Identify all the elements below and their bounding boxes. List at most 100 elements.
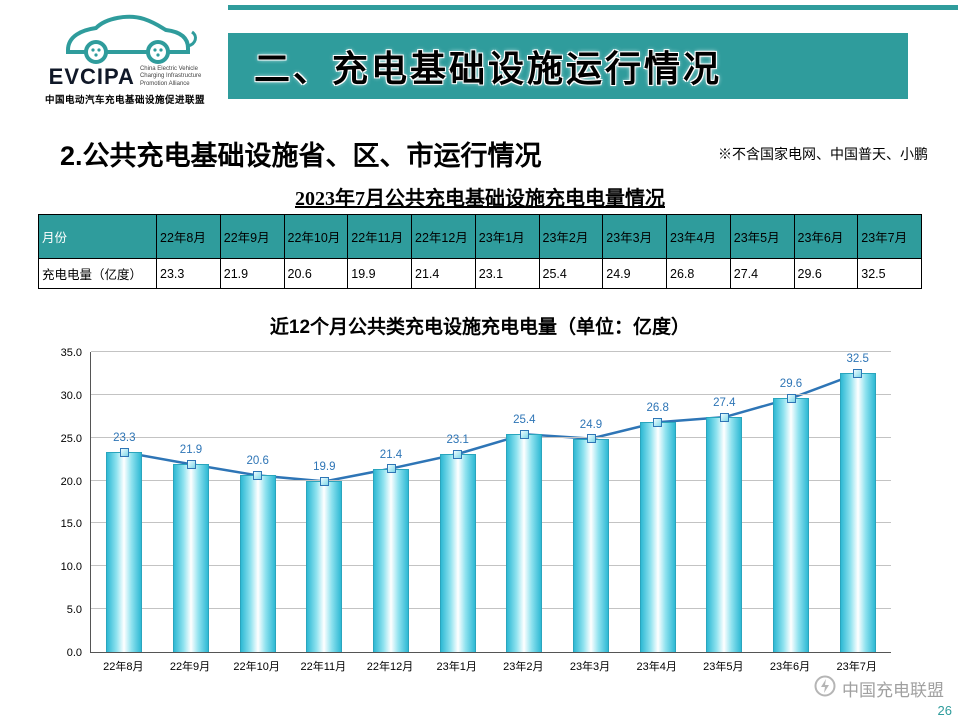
value-cell: 27.4: [729, 258, 795, 289]
line-marker: [853, 368, 863, 378]
x-tick-label: 22年10月: [233, 661, 280, 673]
chart: 0.0 5.0 10.0 15.0 20.0 25.0 30.0 35.0 23.3 21.9 2…: [42, 347, 902, 677]
bar: [439, 454, 476, 652]
table-title: 2023年7月公共充电基础设施充电电量情况: [295, 188, 665, 210]
month-cell: 22年12月: [411, 214, 476, 259]
chart-x-axis: 22年8月 22年9月 22年10月 22年11月 22年12月 23年1月 23年2月 23…: [90, 653, 890, 677]
bar: [506, 434, 543, 652]
month-cell: 22年8月: [156, 214, 221, 259]
x-tick-label: 23年6月: [769, 661, 811, 673]
y-tick-label: 20.0: [60, 475, 82, 488]
x-tick-label: 22年9月: [169, 661, 211, 673]
page-number: 26: [937, 703, 952, 718]
bar: [106, 452, 143, 652]
y-tick-label: 25.0: [60, 432, 82, 445]
value-cell: 26.8: [666, 258, 731, 289]
line-marker: [319, 476, 329, 486]
line-marker: [786, 393, 796, 403]
value-cell: 25.4: [538, 258, 604, 289]
value-cell: 23.1: [474, 258, 540, 289]
bar: [173, 464, 209, 652]
gridline: [91, 479, 891, 481]
top-accent-strip: [228, 5, 958, 10]
line-marker: [453, 449, 463, 459]
data-label: 23.1: [446, 434, 469, 446]
data-label: 24.9: [579, 418, 603, 431]
value-cell: 19.9: [347, 258, 412, 289]
value-cell: 32.5: [857, 258, 922, 289]
monthly-data-table: 月份 22年8月 22年9月 22年10月 22年11月 22年12月 23年1月 23年2…: [38, 214, 922, 289]
data-label: 25.4: [513, 414, 536, 427]
y-tick-label: 30.0: [60, 389, 82, 402]
chart-title: 近12个月公共类充电设施充电电量（单位：亿度）: [269, 317, 691, 338]
y-tick-label: 10.0: [60, 561, 82, 574]
chart-y-axis: 0.0 5.0 10.0 15.0 20.0 25.0 30.0 35.0: [42, 347, 90, 659]
x-tick-label: 23年5月: [703, 661, 744, 673]
data-label: 27.4: [713, 397, 736, 410]
value-cell: 29.6: [793, 258, 859, 289]
footer-watermark: 中国充电联盟: [814, 675, 944, 702]
x-tick-label: 22年11月: [300, 661, 347, 673]
data-label: 32.5: [846, 353, 869, 366]
month-cell: 23年5月: [729, 214, 795, 259]
x-tick-label: 22年12月: [366, 661, 414, 673]
chart-plot: 23.3 21.9 20.6 19.9 21.4 23.1 25.4 24.9 26.8 27.4…: [90, 351, 891, 653]
gridline: [91, 608, 891, 610]
value-cell: 24.9: [602, 258, 667, 289]
x-tick-label: 23年1月: [436, 661, 477, 673]
section-title: 二、充电基础设施运行情况: [254, 49, 723, 89]
value-cell: 21.9: [219, 258, 285, 289]
line-marker: [119, 447, 129, 457]
line-marker: [719, 412, 729, 422]
x-tick-label: 23年7月: [836, 661, 877, 673]
data-label: 21.4: [379, 448, 403, 461]
gridline: [91, 393, 891, 395]
bar: [373, 468, 409, 652]
y-tick-label: 35.0: [60, 347, 82, 359]
subtitle-row: 2.公共充电基础设施省、区、市运行情况 ※不含国家电网、中国普天、小鹏: [60, 134, 928, 173]
bar: [639, 422, 676, 652]
month-cell: 23年1月: [474, 214, 540, 259]
data-label: 29.6: [779, 378, 803, 391]
exclusion-note: ※不含国家电网、中国普天、小鹏: [718, 146, 928, 162]
logo-en-text: China Electric Vehicle Charging Infrastr…: [139, 65, 202, 87]
bar: [573, 438, 609, 652]
data-label: 19.9: [313, 461, 336, 474]
bar: [306, 481, 343, 652]
evcipa-logo: EVCIPA China Electric Vehicle Charging I…: [30, 6, 220, 106]
chart-line: [91, 352, 891, 652]
data-label: 26.8: [646, 402, 669, 415]
bar: [839, 373, 876, 652]
month-cell: 23年2月: [538, 214, 604, 259]
subtitle-text: 2.公共充电基础设施省、区、市运行情况: [60, 141, 542, 171]
y-tick-label: 15.0: [60, 518, 82, 531]
logo-acronym: EVCIPA: [48, 64, 135, 89]
month-cell: 23年4月: [666, 214, 731, 259]
value-cell: 20.6: [283, 258, 349, 289]
bar: [239, 475, 276, 652]
line-marker: [253, 470, 263, 480]
month-cell: 22年9月: [219, 214, 285, 259]
x-tick-label: 23年2月: [503, 661, 544, 673]
alliance-watermark-icon: [814, 675, 836, 702]
month-cell: 23年6月: [793, 214, 859, 259]
data-label: 20.6: [246, 455, 269, 468]
y-tick-label: 5.0: [66, 604, 82, 617]
gridline: [91, 436, 891, 438]
line-marker: [386, 464, 396, 474]
value-cell: 21.4: [411, 258, 476, 289]
line-marker: [586, 434, 596, 444]
data-label: 23.3: [113, 432, 136, 445]
section-banner: 二、充电基础设施运行情况: [228, 33, 908, 99]
table-months-row: 月份 22年8月 22年9月 22年10月 22年11月 22年12月 23年1月 23年2…: [38, 214, 922, 259]
months-row-header: 月份: [38, 214, 157, 259]
value-cell: 23.3: [156, 258, 221, 289]
car-logo-icon: [30, 6, 220, 68]
gridline: [91, 522, 891, 524]
bar: [773, 398, 809, 652]
logo-cn-text: 中国电动汽车充电基础设施促进联盟: [44, 95, 205, 106]
month-cell: 23年7月: [857, 214, 922, 259]
x-tick-label: 23年4月: [636, 661, 677, 673]
watermark-text: 中国充电联盟: [842, 681, 944, 700]
